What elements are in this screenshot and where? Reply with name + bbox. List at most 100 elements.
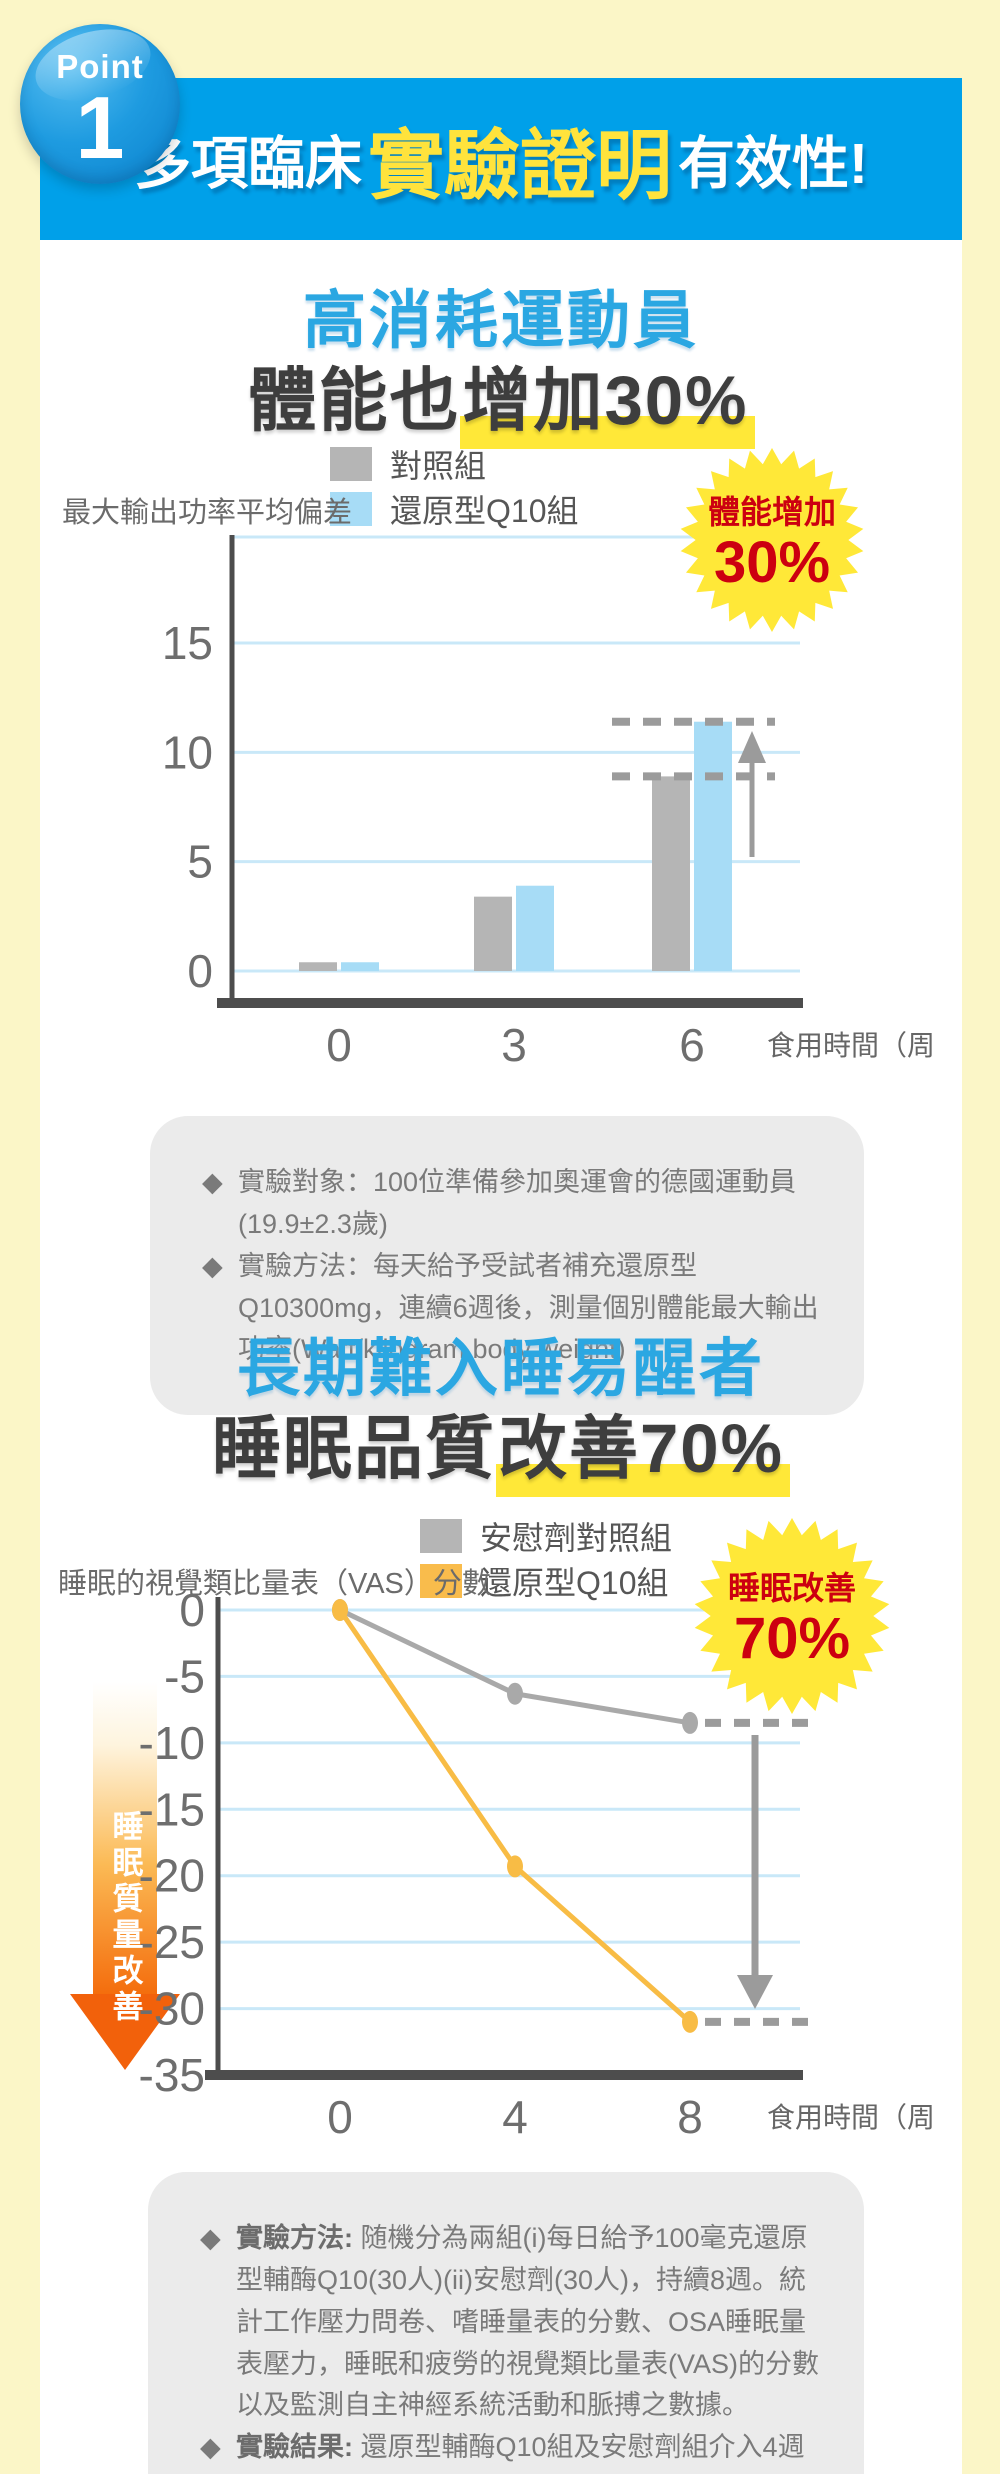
series-line-q10: [337, 1608, 692, 2024]
y-tick-label: -15: [139, 1783, 205, 1835]
starburst-shape: [694, 1518, 890, 1714]
point-badge: Point 1: [20, 24, 180, 184]
x-tick-label: 0: [326, 1019, 352, 1071]
x-tick-label: 8: [677, 2091, 703, 2143]
legend-label-placebo: 安慰劑對照組: [480, 1520, 673, 1556]
note-label: 實驗方法:: [236, 2223, 353, 2253]
y-tick-label: 5: [187, 836, 213, 888]
note-text: 還原型輔酶Q10組及安慰劑組介入4週及8週與未介入前相比睡眠的視類比量表(VAS…: [360, 2432, 805, 2463]
section1-title-dark: 體能也增加30%: [40, 344, 962, 449]
diamond-bullet-icon: ◆: [202, 1167, 223, 1197]
note-text: 每天給予受試者補充還原型Q10300mg，連續6週後，測量個別體能最大輸出功率(…: [238, 1250, 819, 1365]
data-point: [682, 2010, 698, 2033]
x-tick-label: 4: [502, 2091, 528, 2143]
y-tick-label: 10: [162, 726, 213, 778]
x-tick-label: 3: [501, 1019, 527, 1071]
legend-item-q10: 還原型Q10組: [420, 1561, 672, 1601]
note-label: 實驗方法：: [238, 1250, 373, 1281]
burst1-line1: 體能增加: [707, 493, 836, 530]
note-method: ◆ 實驗方法: 随機分為兩組(i)每日給予100毫克還原型輔酶Q10(30人)(i…: [200, 2218, 824, 2427]
chart1-legend: 對照組 還原型Q10組: [330, 444, 579, 534]
diamond-bullet-icon: ◆: [202, 1250, 223, 1281]
section1-title-dark-plain: 體能也: [247, 362, 461, 439]
legend-item-control: 對照組: [330, 444, 579, 484]
bar-q10: [341, 962, 379, 971]
bar-control: [474, 896, 512, 971]
y-tick-label: -10: [139, 1717, 205, 1769]
sleep-improvement-arrow: 睡眠質量改善: [70, 1682, 180, 2074]
legend-label-q10: 還原型Q10組: [390, 493, 579, 529]
y-tick-label: 15: [162, 617, 213, 669]
note-subjects: ◆ 實驗對象：100位準備參加奧運會的德國運動員(19.9±2.3歲): [202, 1162, 822, 1246]
starburst-icon: [694, 1518, 890, 1714]
legend-item-placebo: 安慰劑對照組: [420, 1516, 672, 1556]
data-point: [682, 1711, 698, 1734]
note-text: 随機分為兩組(i)每日給予100毫克還原型輔酶Q10(30人)(ii)安慰劑(3…: [236, 2223, 820, 2421]
note-label: 實驗結果:: [236, 2432, 353, 2463]
data-point: [507, 1682, 523, 1705]
series-line-placebo: [338, 1607, 691, 1726]
bar-chart-power-output: 0 5 10 15 0 3 6 食用時間（周）: [162, 535, 935, 1071]
legend-label-q10: 還原型Q10組: [480, 1565, 669, 1601]
legend-item-q10: 還原型Q10組: [330, 489, 579, 529]
gradient-arrow-head: [70, 1994, 180, 2070]
section2-title-dark: 睡眠品質改善70%: [40, 1392, 962, 1497]
section2-title-dark-highlighted: 改善70%: [495, 1410, 791, 1497]
burst1-line2: 30%: [713, 529, 831, 595]
burst-badge-power: 體能增加 30%: [680, 448, 864, 632]
bar-control: [652, 776, 690, 971]
y-tick-label: 0: [179, 1585, 205, 1636]
x-axis-title: 食用時間（周）: [767, 2102, 935, 2133]
legend-swatch-q10: [420, 1564, 462, 1598]
chart2-legend: 安慰劑對照組 還原型Q10組: [420, 1516, 672, 1606]
x-tick-label: 6: [679, 1019, 705, 1071]
burst-badge-sleep: 睡眠改善 70%: [694, 1518, 890, 1714]
y-tick-label: -35: [139, 2049, 205, 2101]
starburst-shape: [680, 448, 864, 632]
legend-label-control: 對照組: [390, 448, 487, 484]
banner-text-highlight: 實驗證明: [368, 124, 672, 209]
sleep-improvement-arrow-label: 睡眠質量改善: [107, 1810, 143, 2026]
y-tick-label: -20: [139, 1850, 205, 1902]
y-tick-label: -30: [139, 1983, 205, 2035]
chart1-y-axis-title: 最大輸出功率平均偏差: [62, 497, 353, 529]
banner-text-suffix: 有效性!: [678, 132, 868, 196]
point-badge-word: Point: [56, 48, 144, 85]
bar-q10: [694, 721, 732, 971]
note-text: 100位準備參加奧運會的德國運動員(19.9±2.3歲): [238, 1167, 797, 1239]
decrease-arrow-head: [737, 1975, 773, 2009]
diamond-bullet-icon: ◆: [200, 2223, 221, 2253]
note-method: ◆ 實驗方法：每天給予受試者補充還原型Q10300mg，連續6週後，測量個別體能最…: [202, 1246, 822, 1372]
bar-q10: [516, 885, 554, 971]
line-chart-sleep-vas: 0 -5 -10 -15 -20 -25 -30 -35 0 4 8 食用時間（周）: [139, 1585, 935, 2143]
y-tick-label: -25: [139, 1916, 205, 1968]
study-notes-box-1: ◆ 實驗對象：100位準備參加奧運會的德國運動員(19.9±2.3歲) ◆ 實驗方法…: [150, 1116, 864, 1416]
legend-swatch-q10: [330, 492, 372, 526]
data-point: [332, 1599, 348, 1621]
gradient-arrow-shaft: [93, 1682, 157, 1996]
diamond-bullet-icon: ◆: [200, 2432, 221, 2463]
legend-swatch-placebo: [420, 1519, 462, 1553]
study-notes-box-2: ◆ 實驗方法: 随機分為兩組(i)每日給予100毫克還原型輔酶Q10(30人)(i…: [148, 2172, 864, 2474]
legend-swatch-control: [330, 447, 372, 481]
starburst-icon: [680, 448, 864, 632]
y-tick-label: -5: [164, 1650, 205, 1702]
point-badge-number: 1: [75, 78, 125, 177]
banner-text-prefix: 多項臨床: [134, 132, 362, 196]
section1-title-blue: 高消耗運動員: [303, 286, 699, 356]
section1-title-dark-highlighted: 增加30%: [460, 362, 755, 449]
header-banner: 多項臨床 實驗證明 有效性!: [40, 78, 962, 240]
bar-control: [299, 962, 337, 971]
x-axis-title: 食用時間（周）: [767, 1030, 935, 1061]
burst2-line1: 睡眠改善: [727, 1569, 856, 1606]
y-tick-label: 0: [187, 945, 213, 997]
increase-arrow-head: [738, 731, 766, 763]
data-point: [507, 1855, 523, 1878]
note-label: 實驗對象：: [238, 1167, 373, 1197]
section2-title-blue: 長期難入睡易醒者: [237, 1334, 765, 1404]
x-tick-label: 0: [327, 2091, 353, 2143]
section2-title-dark-plain: 睡眠品質: [211, 1410, 496, 1487]
note-result: ◆ 實驗結果: 還原型輔酶Q10組及安慰劑組介入4週及8週與未介入前相比睡眠的視類…: [200, 2427, 824, 2474]
chart2-y-axis-title: 睡眠的視覺類比量表（VAS）分數: [58, 1568, 491, 1600]
